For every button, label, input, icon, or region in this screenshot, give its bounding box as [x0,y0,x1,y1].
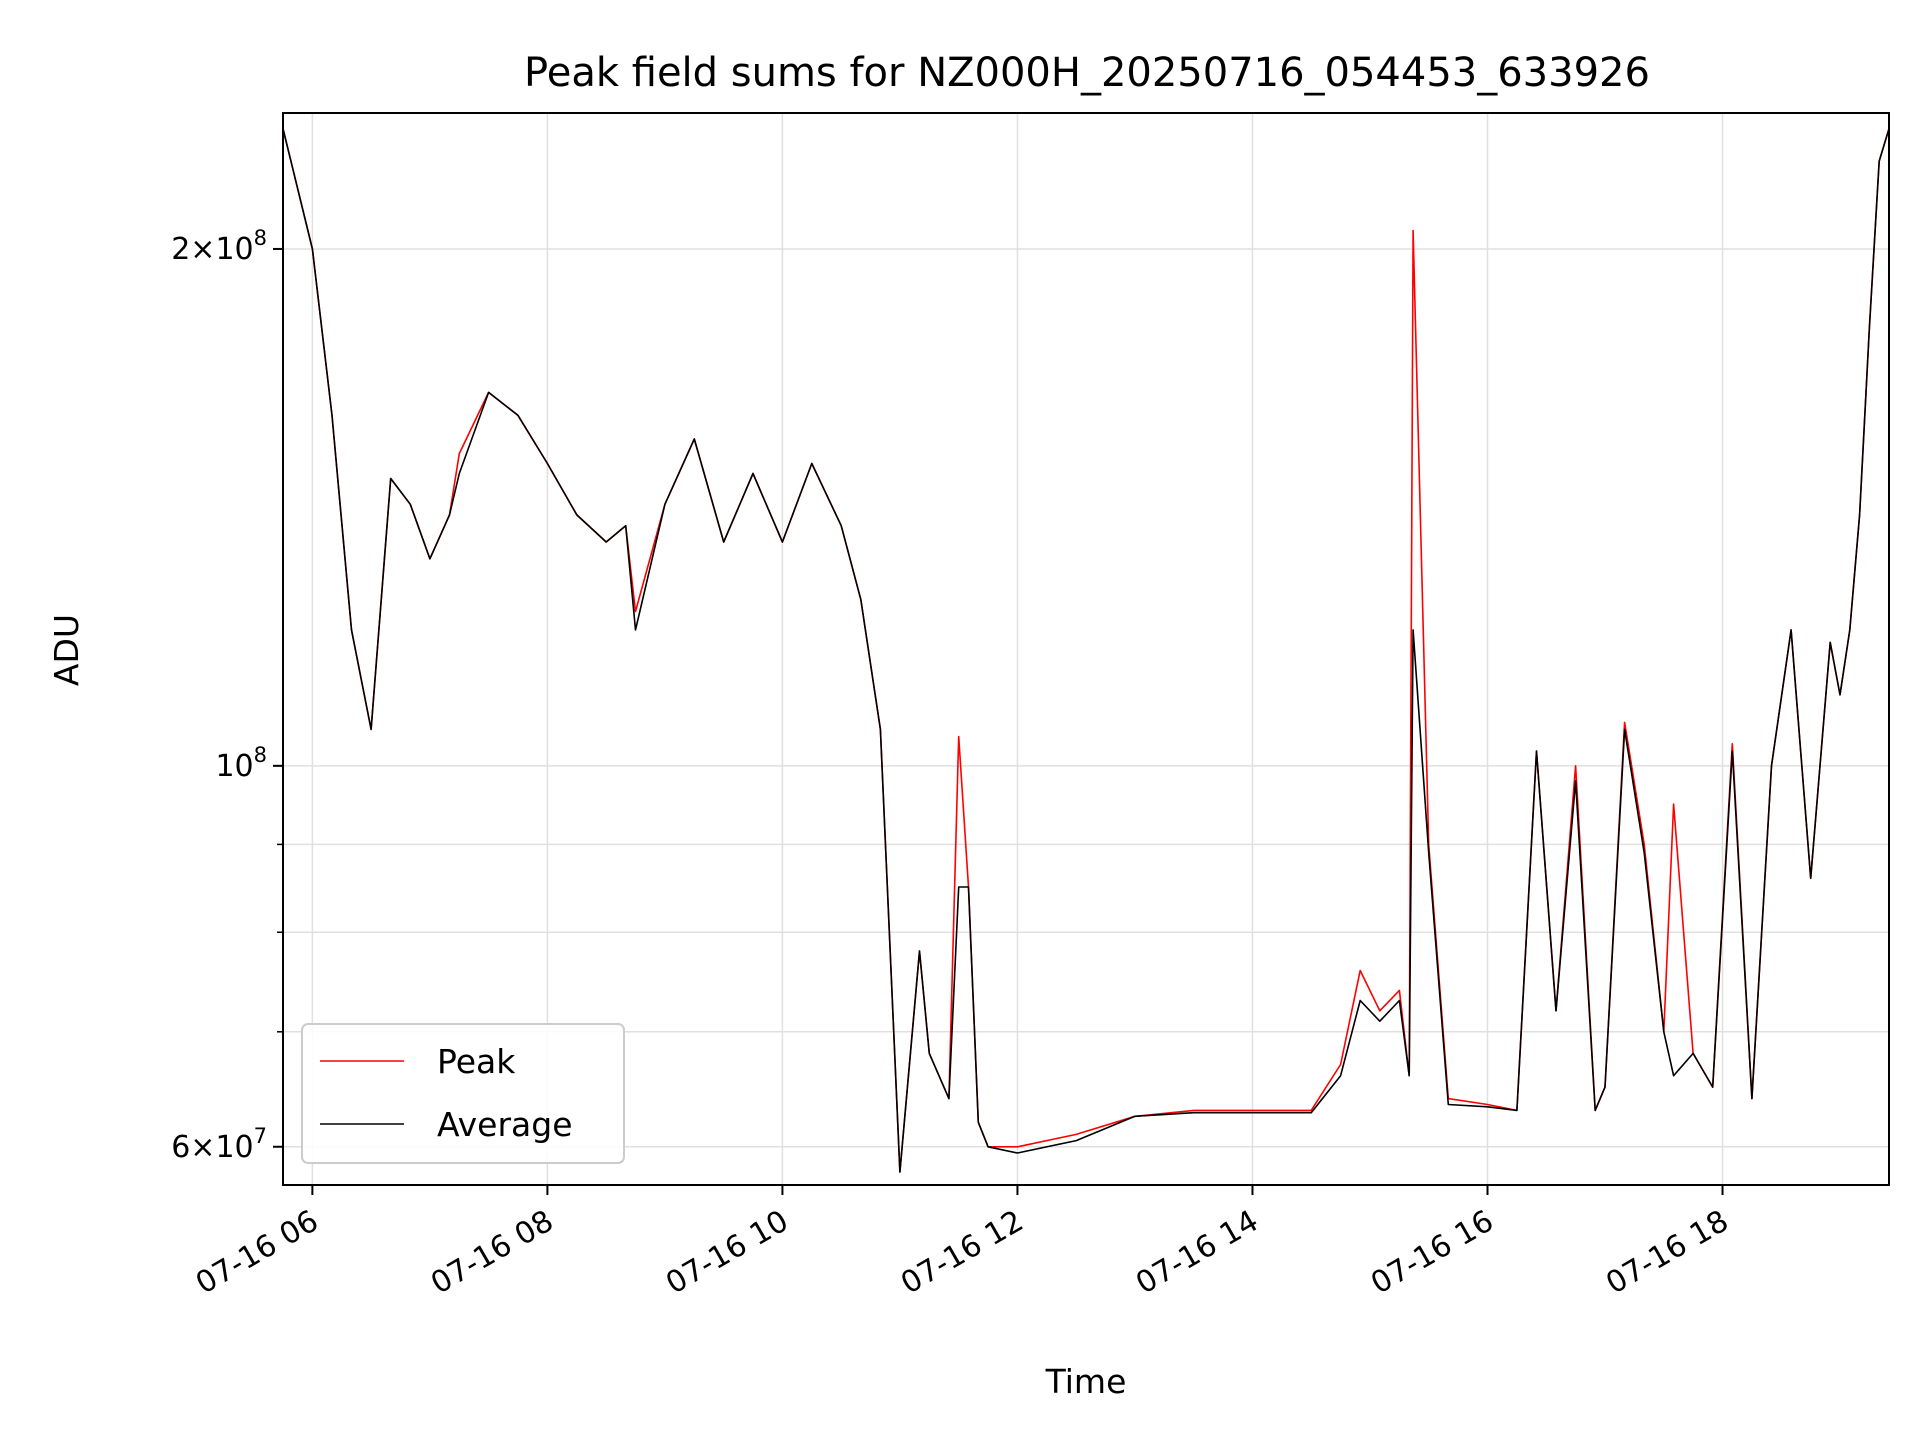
y-tick-label: 108 [215,743,267,784]
chart-title: Peak field sums for NZ000H_20250716_0544… [524,50,1650,96]
y-tick-label: 2×108 [171,226,267,267]
plot-area-frame [282,112,1890,1186]
legend-label-average: Average [437,1105,573,1144]
x-axis-label: Time [1045,1362,1127,1401]
legend: Peak Average [301,1023,625,1164]
y-tick-label: 6×107 [171,1124,267,1165]
legend-box [301,1023,625,1164]
y-axis-label: ADU [47,614,86,686]
y-axis: 6×107 108 2×108 [171,226,283,1165]
legend-label-peak: Peak [437,1042,516,1081]
series-line-average [282,128,1890,1173]
series-lines [282,128,1890,1173]
